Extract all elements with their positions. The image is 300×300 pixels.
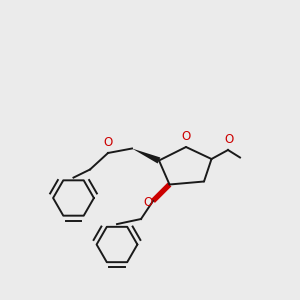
- Polygon shape: [132, 148, 160, 164]
- Text: O: O: [224, 133, 233, 146]
- Polygon shape: [151, 183, 171, 203]
- Text: O: O: [103, 136, 112, 149]
- Text: O: O: [182, 130, 190, 143]
- Text: O: O: [143, 196, 152, 209]
